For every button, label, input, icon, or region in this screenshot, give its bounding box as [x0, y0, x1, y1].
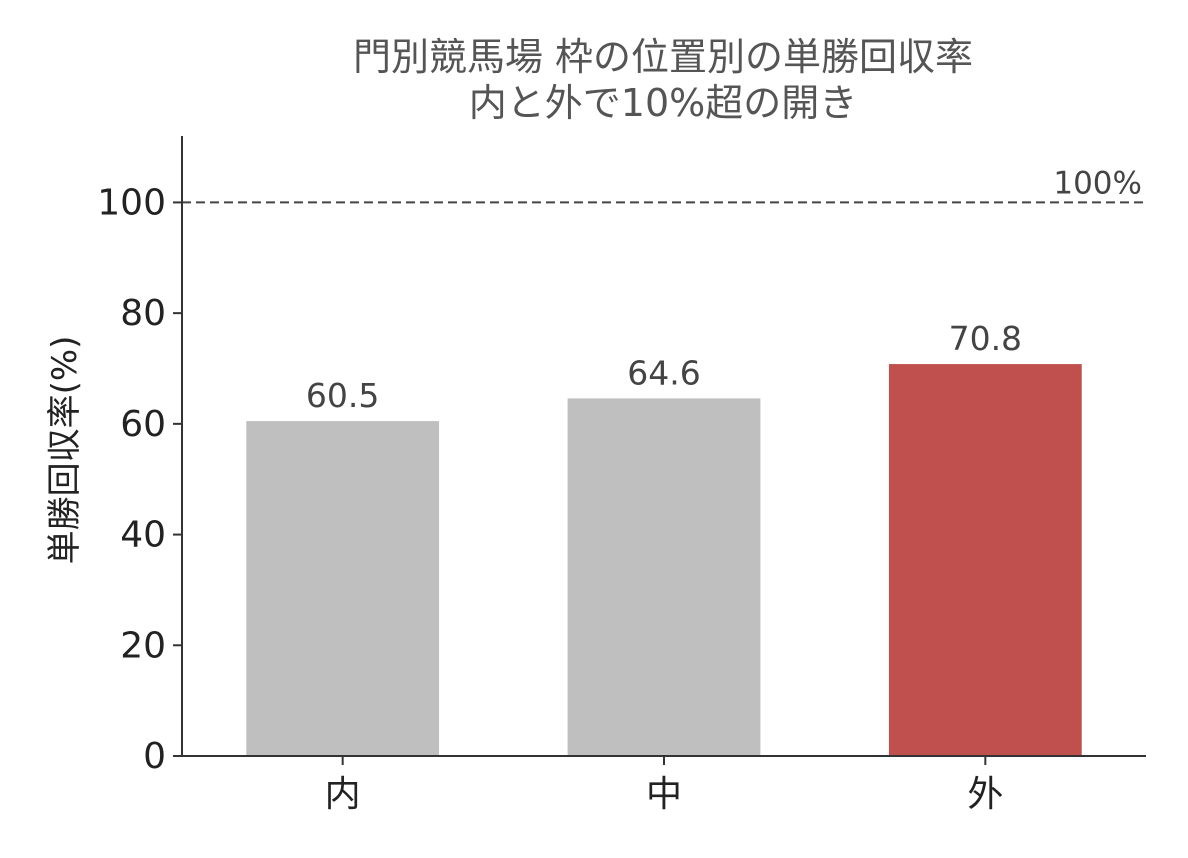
reference-line-label: 100% [1053, 165, 1142, 201]
x-tick-label: 外 [967, 774, 1003, 815]
bar-value-label: 70.8 [949, 319, 1022, 358]
reference-line-group: 100% [182, 165, 1146, 204]
y-tick-label: 0 [143, 736, 166, 777]
bar-value-label: 64.6 [627, 353, 700, 392]
x-tick-label: 内 [325, 774, 361, 815]
chart-title-line-1: 門別競馬場 枠の位置別の単勝回収率 [353, 35, 973, 79]
bar [246, 421, 440, 756]
bar-series [246, 364, 1082, 756]
y-tick-label: 100 [97, 182, 166, 223]
chart-title-line-2: 内と外で10%超の開き [469, 81, 857, 125]
bar [567, 398, 761, 756]
y-axis-ticks: 0 20 40 60 80 100 [97, 182, 182, 777]
chart-title: 門別競馬場 枠の位置別の単勝回収率 内と外で10%超の開き [353, 35, 973, 125]
y-tick-label: 80 [120, 293, 166, 334]
y-tick-label: 40 [120, 515, 166, 556]
x-tick-label: 中 [646, 774, 682, 815]
bar [888, 364, 1082, 756]
value-labels: 60.5 64.6 70.8 [306, 319, 1022, 415]
x-axis-ticks: 内中外 [325, 756, 1003, 815]
bar-value-label: 60.5 [306, 376, 379, 415]
y-axis-label: 単勝回収率(%) [45, 336, 85, 565]
y-tick-label: 60 [120, 404, 166, 445]
y-tick-label: 20 [120, 625, 166, 666]
